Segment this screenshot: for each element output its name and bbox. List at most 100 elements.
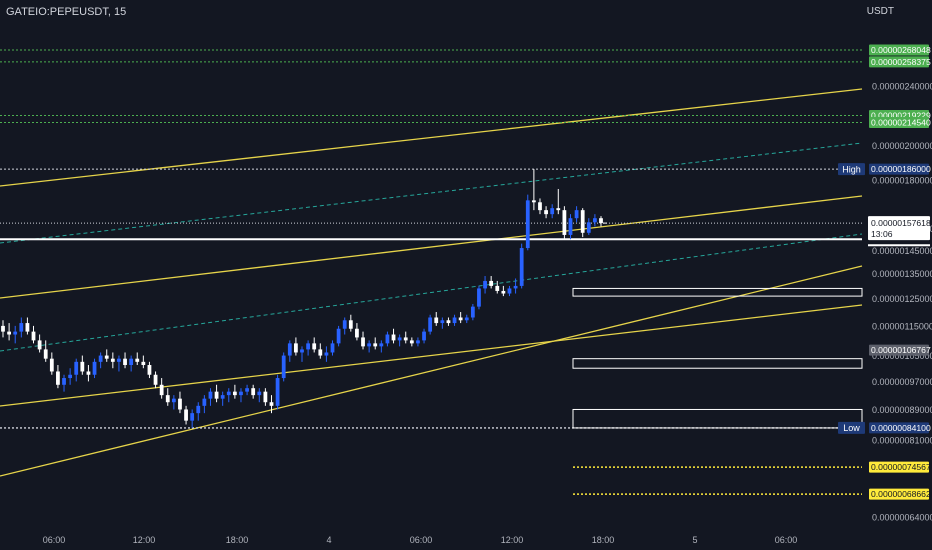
candle-body [574, 210, 579, 219]
candle-body [37, 340, 42, 350]
yellow-level-label-bg [869, 461, 929, 473]
candle-body [525, 200, 530, 249]
candle-body [538, 202, 542, 211]
candle [269, 395, 274, 414]
candle-body [25, 323, 30, 332]
y-tick-label: 0.00000240000 [872, 81, 932, 91]
candle-body [464, 317, 469, 321]
candle-body [178, 398, 182, 410]
candle-body [153, 374, 158, 385]
zone-box [572, 358, 863, 369]
channel-outer-line-0 [0, 88, 863, 187]
candle-body [214, 391, 219, 399]
candle [123, 352, 127, 369]
candle [1, 320, 5, 338]
candle-body [269, 402, 274, 406]
candle-body [208, 391, 213, 399]
candle [220, 391, 225, 406]
currency-label: USDT [866, 6, 894, 17]
candle-body [147, 365, 152, 375]
zone-box [572, 408, 863, 429]
candle [7, 323, 11, 341]
high-price-label-bg [869, 163, 929, 175]
candle-body [263, 391, 268, 403]
candle-body [409, 340, 414, 344]
candle [489, 276, 494, 289]
candle-body [562, 210, 567, 235]
candle-body [336, 328, 341, 344]
candle [153, 371, 158, 389]
candle-body [355, 328, 359, 338]
candle-body [397, 337, 402, 341]
candle [141, 355, 146, 369]
candle [184, 405, 188, 425]
y-tick-label: 0.00000064000 [872, 513, 932, 523]
candle [98, 352, 103, 369]
high-tag-bg [838, 163, 865, 176]
candle [562, 206, 567, 240]
candle-body [1, 325, 5, 332]
candle-body [550, 208, 555, 215]
candle-body [56, 371, 60, 385]
candle [599, 216, 603, 227]
zone-box [572, 287, 863, 297]
candle [348, 314, 353, 332]
candle-body [171, 398, 176, 403]
candle-body [348, 320, 353, 329]
candle-body [367, 343, 372, 347]
candle-body [489, 280, 494, 286]
candle [263, 388, 268, 406]
price-labels: 0.000002680480.000002583750.000002192290… [838, 44, 931, 500]
candle [519, 243, 524, 289]
x-tick-label: 18:00 [592, 535, 615, 545]
candle-body [422, 331, 426, 341]
highlight-price-label-bg [869, 344, 929, 356]
candle [43, 340, 48, 362]
green-level-label-bg [869, 44, 929, 56]
candle-body [129, 358, 134, 366]
candle [196, 402, 201, 421]
candle [202, 395, 207, 414]
candle [507, 285, 512, 297]
candle [501, 285, 506, 297]
support-label-bar [868, 244, 930, 247]
y-tick-label: 0.00000089000 [872, 405, 932, 415]
low-tag-bg [838, 421, 865, 434]
candle-body [294, 343, 298, 353]
candle [159, 378, 164, 399]
channel-outer-line-1 [0, 265, 863, 477]
candle-body [458, 317, 463, 321]
candle-body [257, 391, 262, 396]
candle-body [470, 306, 475, 318]
candle-body [531, 200, 536, 203]
drawing-lines [0, 49, 863, 495]
candle-body [385, 334, 390, 344]
x-tick-label: 18:00 [226, 535, 249, 545]
candle-body [373, 343, 378, 347]
candle-body [135, 358, 140, 362]
candle [586, 218, 591, 235]
candle [458, 312, 463, 324]
candle-body [110, 358, 115, 362]
candle [544, 206, 548, 219]
candle-body [495, 285, 500, 291]
candle-body [117, 358, 121, 362]
y-tick-label: 0.00000097000 [872, 377, 932, 387]
low-price-label: 0.00000084100 [871, 423, 931, 433]
candle [135, 352, 140, 366]
candle [550, 204, 555, 219]
y-tick-label: 0.00000081000 [872, 436, 932, 446]
candle [556, 188, 561, 215]
candle [483, 276, 487, 294]
green-level-label-bg [869, 117, 929, 129]
candle [440, 317, 445, 329]
green-level-label-bg [869, 56, 929, 68]
x-tick-label: 06:00 [410, 535, 433, 545]
candle-body [159, 384, 164, 396]
current-price-label: 0.00000157618 [871, 218, 931, 228]
highlight-price-label: 0.00000106767 [871, 345, 931, 355]
candle [56, 365, 60, 389]
candle-body [123, 358, 127, 366]
candle-body [428, 317, 433, 332]
